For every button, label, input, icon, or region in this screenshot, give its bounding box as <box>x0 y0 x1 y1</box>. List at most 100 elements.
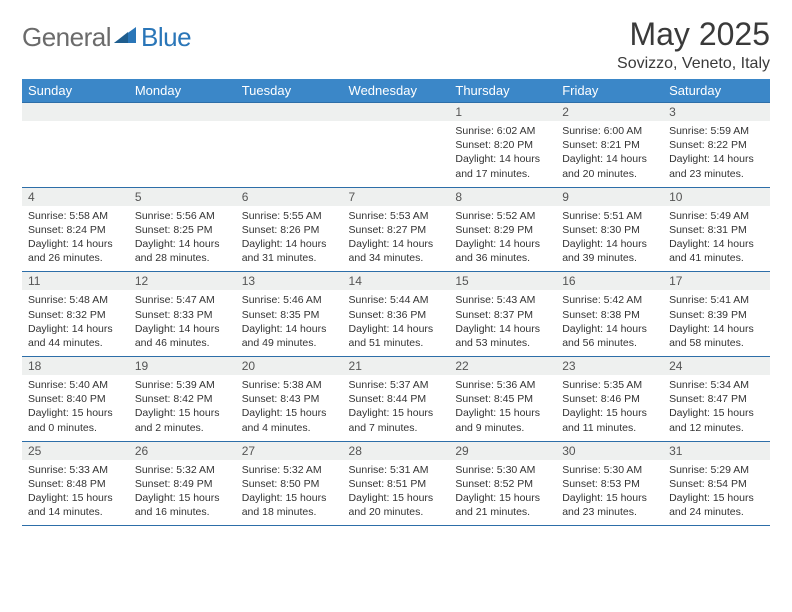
day-cell: Sunrise: 6:02 AMSunset: 8:20 PMDaylight:… <box>449 121 556 187</box>
day-cell: Sunrise: 5:58 AMSunset: 8:24 PMDaylight:… <box>22 206 129 272</box>
sunset-text: Sunset: 8:50 PM <box>242 477 337 491</box>
daylight-text: Daylight: 15 hours and 18 minutes. <box>242 491 337 519</box>
day-number: 3 <box>663 103 770 122</box>
location: Sovizzo, Veneto, Italy <box>617 55 770 73</box>
day-cell: Sunrise: 5:49 AMSunset: 8:31 PMDaylight:… <box>663 206 770 272</box>
day-cell: Sunrise: 5:36 AMSunset: 8:45 PMDaylight:… <box>449 375 556 441</box>
sunset-text: Sunset: 8:54 PM <box>669 477 764 491</box>
day-content-row: Sunrise: 6:02 AMSunset: 8:20 PMDaylight:… <box>22 121 770 187</box>
day-number: 10 <box>663 187 770 206</box>
daylight-text: Daylight: 15 hours and 23 minutes. <box>562 491 657 519</box>
day-cell: Sunrise: 5:59 AMSunset: 8:22 PMDaylight:… <box>663 121 770 187</box>
sunrise-text: Sunrise: 5:43 AM <box>455 293 550 307</box>
day-number: 17 <box>663 272 770 291</box>
sunset-text: Sunset: 8:22 PM <box>669 138 764 152</box>
sunset-text: Sunset: 8:29 PM <box>455 223 550 237</box>
day-number: 9 <box>556 187 663 206</box>
sunrise-text: Sunrise: 6:02 AM <box>455 124 550 138</box>
day-cell: Sunrise: 5:33 AMSunset: 8:48 PMDaylight:… <box>22 460 129 526</box>
sunset-text: Sunset: 8:31 PM <box>669 223 764 237</box>
sunrise-text: Sunrise: 5:30 AM <box>455 463 550 477</box>
logo: General Blue <box>22 16 191 53</box>
day-number: 19 <box>129 357 236 376</box>
day-number: 4 <box>22 187 129 206</box>
day-cell <box>129 121 236 187</box>
day-number: 16 <box>556 272 663 291</box>
sunrise-text: Sunrise: 5:34 AM <box>669 378 764 392</box>
sunrise-text: Sunrise: 5:33 AM <box>28 463 123 477</box>
daylight-text: Daylight: 15 hours and 16 minutes. <box>135 491 230 519</box>
day-cell: Sunrise: 5:39 AMSunset: 8:42 PMDaylight:… <box>129 375 236 441</box>
triangle-icon <box>114 25 138 50</box>
sunrise-text: Sunrise: 5:39 AM <box>135 378 230 392</box>
day-cell: Sunrise: 5:46 AMSunset: 8:35 PMDaylight:… <box>236 290 343 356</box>
sunrise-text: Sunrise: 5:58 AM <box>28 209 123 223</box>
sunrise-text: Sunrise: 5:42 AM <box>562 293 657 307</box>
sunrise-text: Sunrise: 5:46 AM <box>242 293 337 307</box>
sunset-text: Sunset: 8:47 PM <box>669 392 764 406</box>
sunset-text: Sunset: 8:33 PM <box>135 308 230 322</box>
daylight-text: Daylight: 15 hours and 21 minutes. <box>455 491 550 519</box>
day-cell: Sunrise: 5:37 AMSunset: 8:44 PMDaylight:… <box>343 375 450 441</box>
sunrise-text: Sunrise: 5:51 AM <box>562 209 657 223</box>
day-number: 31 <box>663 441 770 460</box>
day-content-row: Sunrise: 5:58 AMSunset: 8:24 PMDaylight:… <box>22 206 770 272</box>
day-number: 20 <box>236 357 343 376</box>
logo-text-blue: Blue <box>141 22 191 53</box>
day-number: 12 <box>129 272 236 291</box>
day-cell: Sunrise: 5:44 AMSunset: 8:36 PMDaylight:… <box>343 290 450 356</box>
day-cell <box>22 121 129 187</box>
day-number-row: 18192021222324 <box>22 357 770 376</box>
weekday-header: Tuesday <box>236 79 343 103</box>
sunset-text: Sunset: 8:27 PM <box>349 223 444 237</box>
sunset-text: Sunset: 8:43 PM <box>242 392 337 406</box>
sunrise-text: Sunrise: 5:49 AM <box>669 209 764 223</box>
sunset-text: Sunset: 8:36 PM <box>349 308 444 322</box>
month-title: May 2025 <box>617 16 770 53</box>
daylight-text: Daylight: 15 hours and 2 minutes. <box>135 406 230 434</box>
day-number: 8 <box>449 187 556 206</box>
day-number: 2 <box>556 103 663 122</box>
sunset-text: Sunset: 8:37 PM <box>455 308 550 322</box>
day-number: 13 <box>236 272 343 291</box>
day-content-row: Sunrise: 5:33 AMSunset: 8:48 PMDaylight:… <box>22 460 770 526</box>
day-number-row: 11121314151617 <box>22 272 770 291</box>
sunrise-text: Sunrise: 5:52 AM <box>455 209 550 223</box>
day-cell: Sunrise: 5:32 AMSunset: 8:49 PMDaylight:… <box>129 460 236 526</box>
day-number: 27 <box>236 441 343 460</box>
sunrise-text: Sunrise: 5:56 AM <box>135 209 230 223</box>
sunrise-text: Sunrise: 5:59 AM <box>669 124 764 138</box>
day-number <box>236 103 343 122</box>
sunset-text: Sunset: 8:25 PM <box>135 223 230 237</box>
day-cell: Sunrise: 5:51 AMSunset: 8:30 PMDaylight:… <box>556 206 663 272</box>
weekday-header: Monday <box>129 79 236 103</box>
day-cell: Sunrise: 5:53 AMSunset: 8:27 PMDaylight:… <box>343 206 450 272</box>
sunrise-text: Sunrise: 5:38 AM <box>242 378 337 392</box>
sunrise-text: Sunrise: 5:40 AM <box>28 378 123 392</box>
day-number <box>129 103 236 122</box>
daylight-text: Daylight: 15 hours and 4 minutes. <box>242 406 337 434</box>
sunrise-text: Sunrise: 5:36 AM <box>455 378 550 392</box>
day-content-row: Sunrise: 5:48 AMSunset: 8:32 PMDaylight:… <box>22 290 770 356</box>
sunrise-text: Sunrise: 5:44 AM <box>349 293 444 307</box>
day-cell: Sunrise: 5:29 AMSunset: 8:54 PMDaylight:… <box>663 460 770 526</box>
sunrise-text: Sunrise: 5:55 AM <box>242 209 337 223</box>
day-number-row: 25262728293031 <box>22 441 770 460</box>
day-number: 28 <box>343 441 450 460</box>
sunset-text: Sunset: 8:49 PM <box>135 477 230 491</box>
daylight-text: Daylight: 14 hours and 46 minutes. <box>135 322 230 350</box>
sunset-text: Sunset: 8:52 PM <box>455 477 550 491</box>
weekday-header-row: Sunday Monday Tuesday Wednesday Thursday… <box>22 79 770 103</box>
day-cell: Sunrise: 5:32 AMSunset: 8:50 PMDaylight:… <box>236 460 343 526</box>
day-number: 6 <box>236 187 343 206</box>
day-cell: Sunrise: 5:31 AMSunset: 8:51 PMDaylight:… <box>343 460 450 526</box>
day-number: 7 <box>343 187 450 206</box>
sunset-text: Sunset: 8:44 PM <box>349 392 444 406</box>
sunset-text: Sunset: 8:46 PM <box>562 392 657 406</box>
day-cell: Sunrise: 5:41 AMSunset: 8:39 PMDaylight:… <box>663 290 770 356</box>
daylight-text: Daylight: 14 hours and 20 minutes. <box>562 152 657 180</box>
weekday-header: Thursday <box>449 79 556 103</box>
daylight-text: Daylight: 15 hours and 7 minutes. <box>349 406 444 434</box>
sunset-text: Sunset: 8:38 PM <box>562 308 657 322</box>
daylight-text: Daylight: 14 hours and 23 minutes. <box>669 152 764 180</box>
